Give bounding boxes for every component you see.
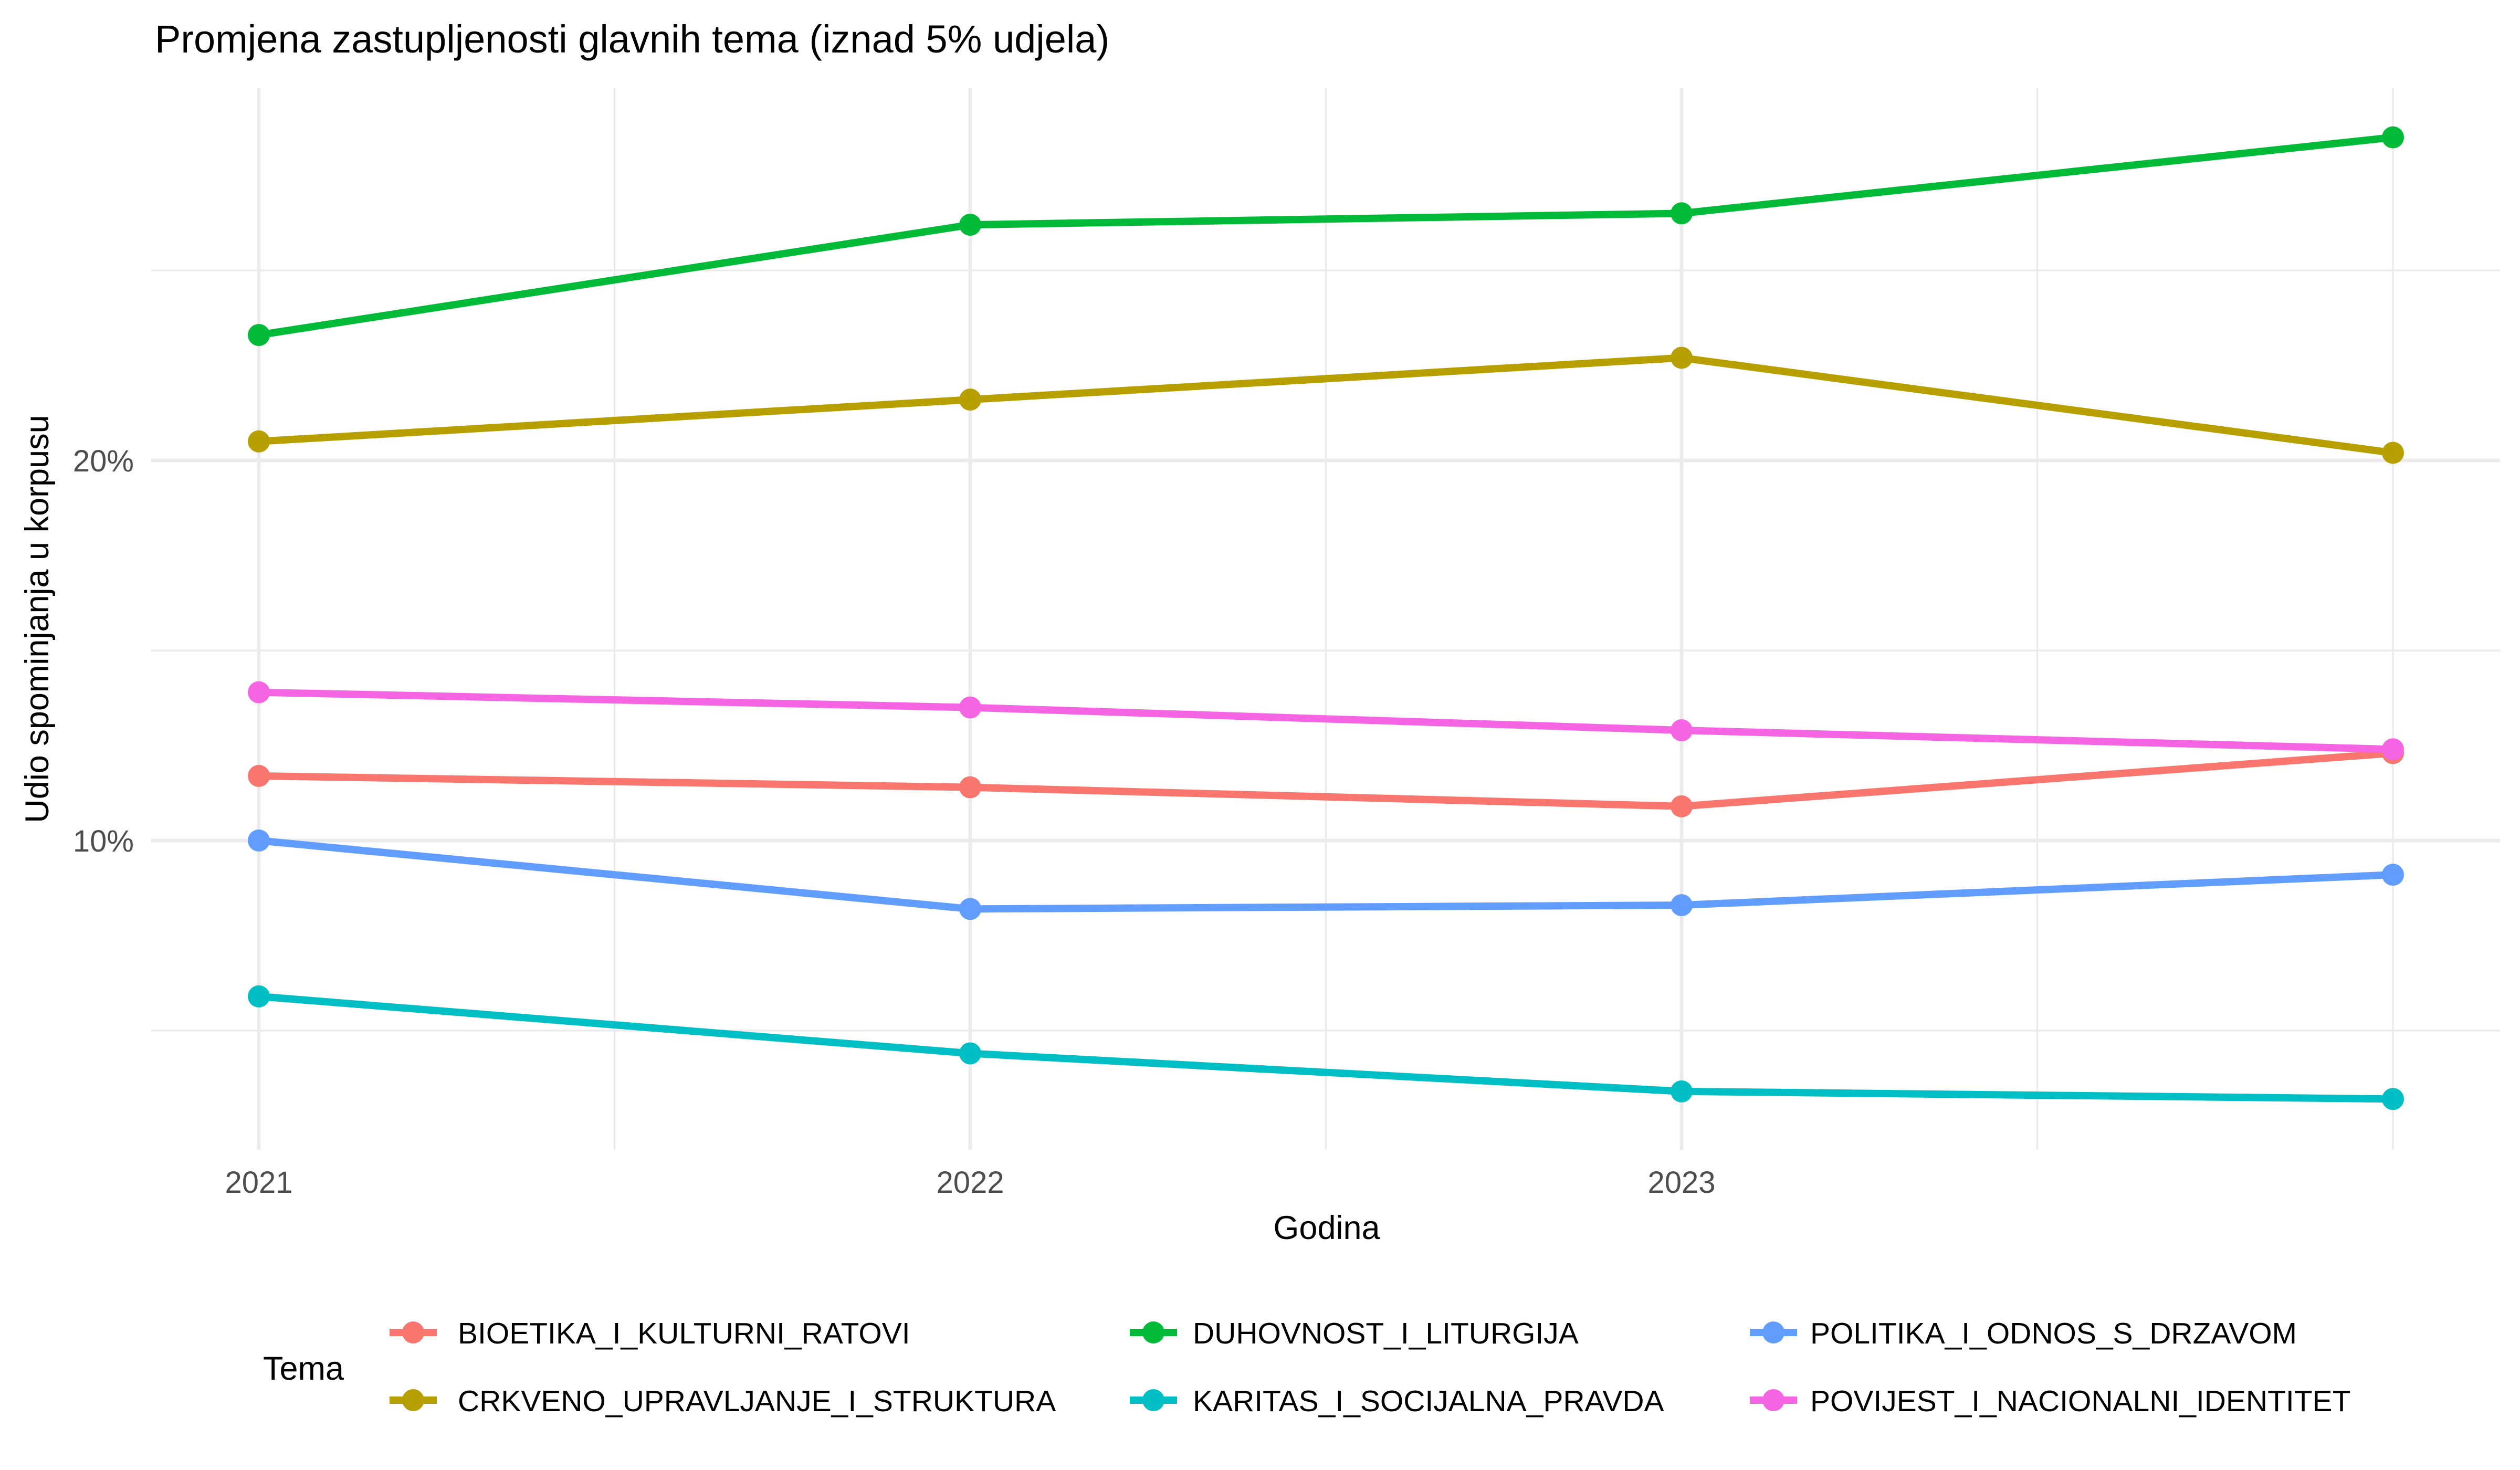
gridlines <box>151 88 2500 1150</box>
data-point-CRKVENO_UPRAVLJANJE_I_STRUKTURA <box>1671 346 1693 369</box>
series-line-DUHOVNOST_I_LITURGIJA <box>255 133 2397 339</box>
legend-item-label: POLITIKA_I_ODNOS_S_DRZAVOM <box>1810 1317 2297 1350</box>
legend-key-point-icon <box>1762 1389 1784 1411</box>
data-point-POVIJEST_I_NACIONALNI_IDENTITET <box>1671 719 1693 742</box>
data-point-KARITAS_I_SOCIJALNA_PRAVDA <box>1671 1080 1693 1102</box>
chart-title: Promjena zastupljenosti glavnih tema (iz… <box>155 17 1109 61</box>
legend-key-point-icon <box>402 1321 424 1343</box>
legend-item-label: DUHOVNOST_I_LITURGIJA <box>1193 1317 1579 1350</box>
data-point-DUHOVNOST_I_LITURGIJA <box>248 324 270 346</box>
data-point-DUHOVNOST_I_LITURGIJA <box>1671 202 1693 225</box>
legend-item-label: CRKVENO_UPRAVLJANJE_I_STRUKTURA <box>458 1384 1056 1418</box>
legend-key-point-icon <box>1762 1321 1784 1343</box>
legend-key-point-icon <box>1142 1321 1164 1343</box>
legend-item-label: POVIJEST_I_NACIONALNI_IDENTITET <box>1810 1384 2350 1418</box>
legend: Tema BIOETIKA_I_KULTURNI_RATOVI CRKVENO_U… <box>263 1317 2350 1418</box>
legend-item: KARITAS_I_SOCIJALNA_PRAVDA <box>1130 1384 1664 1418</box>
legend-items: BIOETIKA_I_KULTURNI_RATOVI CRKVENO_UPRAVL… <box>390 1317 2350 1418</box>
legend-item-label: BIOETIKA_I_KULTURNI_RATOVI <box>458 1317 910 1350</box>
y-axis-title: Udio spominjanja u korpusu <box>19 415 56 823</box>
legend-item: POLITIKA_I_ODNOS_S_DRZAVOM <box>1750 1317 2297 1350</box>
data-point-POLITIKA_I_ODNOS_S_DRZAVOM <box>248 830 270 852</box>
legend-item: CRKVENO_UPRAVLJANJE_I_STRUKTURA <box>390 1384 1056 1418</box>
legend-item: DUHOVNOST_I_LITURGIJA <box>1130 1317 1579 1350</box>
data-point-KARITAS_I_SOCIJALNA_PRAVDA <box>248 985 270 1007</box>
x-tick-label: 2023 <box>1647 1166 1715 1200</box>
data-point-BIOETIKA_I_KULTURNI_RATOVI <box>959 776 981 799</box>
data-point-POVIJEST_I_NACIONALNI_IDENTITET <box>959 696 981 719</box>
series-line-POVIJEST_I_NACIONALNI_IDENTITET <box>255 688 2397 753</box>
data-point-KARITAS_I_SOCIJALNA_PRAVDA <box>2382 1088 2404 1110</box>
x-tick-label: 2022 <box>936 1166 1004 1200</box>
legend-item: POVIJEST_I_NACIONALNI_IDENTITET <box>1750 1384 2350 1418</box>
series-line-CRKVENO_UPRAVLJANJE_I_STRUKTURA <box>255 354 2397 457</box>
legend-key-point-icon <box>1142 1389 1164 1411</box>
legend-item-label: KARITAS_I_SOCIJALNA_PRAVDA <box>1193 1384 1664 1418</box>
x-tick-label: 2021 <box>225 1166 292 1200</box>
data-point-CRKVENO_UPRAVLJANJE_I_STRUKTURA <box>248 430 270 453</box>
data-point-POVIJEST_I_NACIONALNI_IDENTITET <box>248 681 270 704</box>
series-line-BIOETIKA_I_KULTURNI_RATOVI <box>255 749 2397 810</box>
y-axis-tick-labels: 10% 20% <box>73 444 134 858</box>
legend-key-point-icon <box>402 1389 424 1411</box>
data-point-CRKVENO_UPRAVLJANJE_I_STRUKTURA <box>959 388 981 411</box>
legend-title: Tema <box>263 1350 344 1387</box>
series-layer <box>248 126 2404 1110</box>
data-point-CRKVENO_UPRAVLJANJE_I_STRUKTURA <box>2382 442 2404 464</box>
data-point-POVIJEST_I_NACIONALNI_IDENTITET <box>2382 738 2404 761</box>
data-point-POLITIKA_I_ODNOS_S_DRZAVOM <box>2382 864 2404 886</box>
data-point-DUHOVNOST_I_LITURGIJA <box>959 214 981 236</box>
y-tick-label: 20% <box>73 444 134 478</box>
y-tick-label: 10% <box>73 824 134 858</box>
data-point-POLITIKA_I_ODNOS_S_DRZAVOM <box>1671 894 1693 917</box>
data-point-BIOETIKA_I_KULTURNI_RATOVI <box>248 764 270 787</box>
data-point-KARITAS_I_SOCIJALNA_PRAVDA <box>959 1042 981 1065</box>
data-point-POLITIKA_I_ODNOS_S_DRZAVOM <box>959 898 981 920</box>
series-line-POLITIKA_I_ODNOS_S_DRZAVOM <box>255 837 2397 913</box>
x-axis-title: Godina <box>1273 1210 1380 1246</box>
data-point-DUHOVNOST_I_LITURGIJA <box>2382 126 2404 149</box>
legend-item: BIOETIKA_I_KULTURNI_RATOVI <box>390 1317 910 1350</box>
series-line-KARITAS_I_SOCIJALNA_PRAVDA <box>255 992 2397 1103</box>
x-axis-tick-labels: 2021 2022 2023 <box>225 1166 1715 1200</box>
data-point-BIOETIKA_I_KULTURNI_RATOVI <box>1671 795 1693 817</box>
